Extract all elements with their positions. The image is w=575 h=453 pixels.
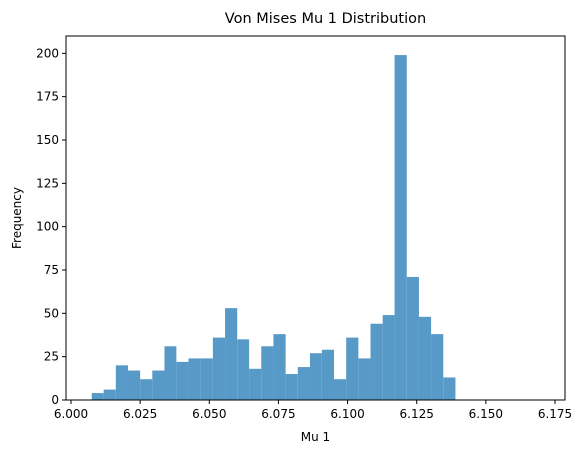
y-tick-label: 150 — [36, 133, 59, 147]
histogram-bar — [443, 377, 456, 400]
histogram-bar — [346, 337, 359, 400]
histogram-bar — [418, 316, 432, 400]
histogram-bar — [382, 315, 395, 400]
x-tick-label: 6.025 — [123, 407, 157, 421]
bars-group — [91, 55, 456, 401]
histogram-bar — [91, 393, 104, 400]
x-tick-label: 6.000 — [54, 407, 88, 421]
histogram-bar — [237, 339, 250, 400]
histogram-bar — [334, 379, 347, 400]
histogram-bar — [358, 358, 371, 400]
histogram-bar — [285, 374, 298, 400]
y-axis-ticks: 0 25 50 75 100 125 150 175 200 — [36, 46, 66, 407]
histogram-bar — [321, 349, 335, 400]
histogram-bar — [394, 55, 407, 401]
x-tick-label: 6.050 — [192, 407, 226, 421]
y-tick-label: 100 — [36, 220, 59, 234]
histogram-bar — [406, 276, 419, 400]
histogram-bar — [431, 334, 444, 400]
y-tick-label: 25 — [44, 350, 59, 364]
y-tick-label: 125 — [36, 176, 59, 190]
x-tick-label: 6.125 — [400, 407, 434, 421]
y-tick-label: 200 — [36, 46, 59, 60]
x-axis-label: Mu 1 — [301, 430, 330, 444]
histogram-bar — [200, 358, 213, 400]
histogram-bar — [273, 334, 286, 400]
x-tick-label: 6.075 — [261, 407, 295, 421]
y-tick-label: 50 — [44, 306, 59, 320]
chart-title: Von Mises Mu 1 Distribution — [225, 11, 426, 27]
histogram-bar — [188, 358, 201, 400]
x-tick-label: 6.150 — [469, 407, 503, 421]
plot-frame — [65, 35, 566, 401]
histogram-bar — [249, 368, 262, 400]
histogram-bar — [115, 365, 128, 400]
y-tick-label: 175 — [36, 90, 59, 104]
y-axis-label: Frequency — [10, 187, 24, 249]
histogram-bar — [140, 379, 153, 400]
y-tick-label: 75 — [44, 263, 59, 277]
histogram-bar — [103, 389, 116, 400]
x-axis-ticks: 6.000 6.025 6.050 6.075 6.100 6.125 6.150 6.175 — [54, 400, 572, 421]
histogram-bar — [309, 353, 322, 400]
histogram-bar — [370, 323, 383, 400]
y-tick-label: 0 — [51, 393, 59, 407]
histogram-bar — [127, 370, 141, 400]
histogram-bar — [152, 370, 165, 400]
histogram-bar — [164, 346, 177, 400]
histogram-bar — [261, 346, 274, 400]
histogram-bar — [176, 361, 189, 400]
x-tick-label: 6.100 — [330, 407, 364, 421]
histogram-bar — [297, 367, 310, 400]
histogram-bar — [212, 337, 226, 400]
histogram-bar — [225, 308, 238, 400]
x-tick-label: 6.175 — [538, 407, 572, 421]
